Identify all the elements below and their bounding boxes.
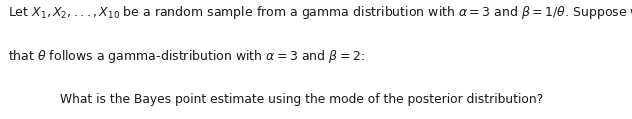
Text: Let $X_1, X_2, ..., X_{10}$ be a random sample from a gamma distribution with $\: Let $X_1, X_2, ..., X_{10}$ be a random … — [8, 4, 632, 21]
Text: that $\theta$ follows a gamma-distribution with $\alpha = 3$ and $\beta = 2$:: that $\theta$ follows a gamma-distributi… — [8, 48, 365, 65]
Text: What is the Bayes point estimate using the mode of the posterior distribution?: What is the Bayes point estimate using t… — [60, 93, 543, 106]
